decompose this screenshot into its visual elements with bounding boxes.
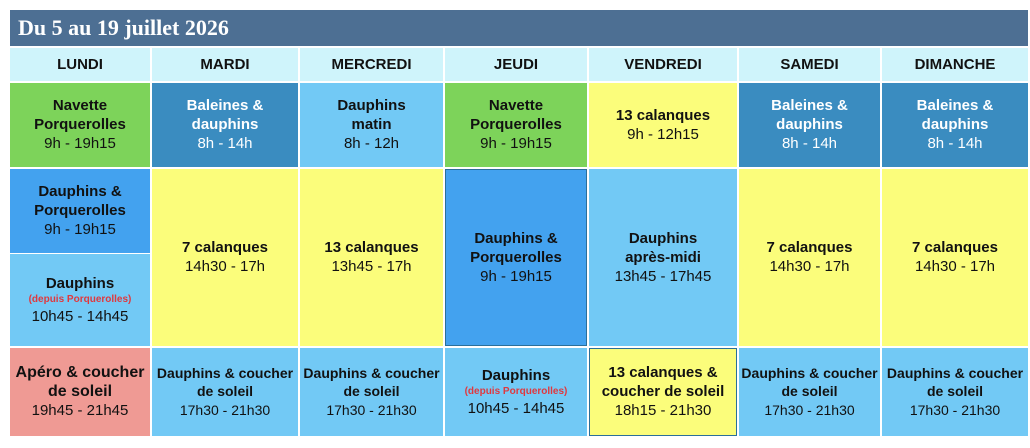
slot-vendredi-evening[interactable]: 13 calanques & coucher de soleil 18h15 -… <box>589 348 737 436</box>
slot-title: Dauphins après-midi <box>625 229 701 266</box>
day-header-dimanche: DIMANCHE <box>882 48 1028 81</box>
day-header-samedi: SAMEDI <box>739 48 880 81</box>
slot-hours: 13h45 - 17h45 <box>614 267 712 285</box>
slot-samedi-evening[interactable]: Dauphins & coucher de soleil 17h30 - 21h… <box>739 348 880 436</box>
slot-dimanche-morning[interactable]: Baleines & dauphins 8h - 14h <box>882 83 1028 167</box>
slot-mardi-afternoon[interactable]: 7 calanques 14h30 - 17h <box>152 169 298 346</box>
slot-hours: 17h30 - 21h30 <box>764 402 855 418</box>
slot-hours: 9h - 19h15 <box>480 135 552 152</box>
day-header-vendredi: VENDREDI <box>589 48 737 81</box>
slot-hours: 8h - 14h <box>781 135 838 152</box>
slot-title: Dauphins & coucher de soleil <box>886 365 1024 399</box>
slot-hours: 10h45 - 14h45 <box>467 399 565 417</box>
slot-hours: 14h30 - 17h <box>914 258 996 275</box>
slot-title: Dauphins <box>45 274 115 292</box>
slot-vendredi-afternoon[interactable]: Dauphins après-midi 13h45 - 17h45 <box>589 169 737 346</box>
slot-note: (depuis Porquerolles) <box>464 385 568 397</box>
slot-title: 13 calanques <box>615 106 711 124</box>
slot-mardi-evening[interactable]: Dauphins & coucher de soleil 17h30 - 21h… <box>152 348 298 436</box>
slot-hours: 9h - 19h15 <box>480 267 552 285</box>
slot-jeudi-day[interactable]: Dauphins & Porquerolles 9h - 19h15 <box>445 169 587 346</box>
slot-dimanche-afternoon[interactable]: 7 calanques 14h30 - 17h <box>882 169 1028 346</box>
day-header-mercredi: MERCREDI <box>300 48 443 81</box>
slot-title: Baleines & dauphins <box>916 97 994 133</box>
slot-note: (depuis Porquerolles) <box>28 293 132 305</box>
slot-hours: 8h - 14h <box>927 135 983 152</box>
slot-title: Dauphins matin <box>337 97 406 133</box>
slot-lundi-morning[interactable]: Navette Porquerolles 9h - 19h15 <box>10 83 150 167</box>
slot-hours: 8h - 14h <box>197 135 253 152</box>
slot-lundi-day[interactable]: Dauphins & Porquerolles 9h - 19h15 <box>10 169 150 253</box>
day-header-mardi: MARDI <box>152 48 298 81</box>
slot-hours: 14h30 - 17h <box>769 258 850 275</box>
slot-title: 7 calanques <box>766 239 853 256</box>
slot-jeudi-evening[interactable]: Dauphins (depuis Porquerolles) 10h45 - 1… <box>445 348 587 436</box>
slot-lundi-midday[interactable]: Dauphins (depuis Porquerolles) 10h45 - 1… <box>10 254 150 346</box>
slot-title: Dauphins & Porquerolles <box>34 183 126 219</box>
slot-title: Dauphins & coucher de soleil <box>303 365 440 399</box>
slot-hours: 8h - 12h <box>343 135 400 152</box>
slot-hours: 14h30 - 17h <box>184 258 266 275</box>
slot-title: 7 calanques <box>182 239 268 256</box>
slot-hours: 13h45 - 17h <box>331 258 412 275</box>
slot-title: Navette Porquerolles <box>34 97 126 133</box>
slot-hours: 9h - 12h15 <box>627 125 699 143</box>
slot-title: Apéro & coucher de soleil <box>15 364 145 400</box>
slot-samedi-morning[interactable]: Baleines & dauphins 8h - 14h <box>739 83 880 167</box>
day-header-jeudi: JEUDI <box>445 48 587 81</box>
slot-lundi-evening[interactable]: Apéro & coucher de soleil 19h45 - 21h45 <box>10 348 150 436</box>
slot-title: 13 calanques & coucher de soleil <box>601 364 725 400</box>
slot-dimanche-evening[interactable]: Dauphins & coucher de soleil 17h30 - 21h… <box>882 348 1028 436</box>
slot-title: Dauphins & coucher de soleil <box>741 365 878 399</box>
slot-hours: 17h30 - 21h30 <box>179 402 271 418</box>
slot-hours: 9h - 19h15 <box>44 221 116 238</box>
slot-jeudi-morning[interactable]: Navette Porquerolles 9h - 19h15 <box>445 83 587 167</box>
slot-title: Navette Porquerolles <box>470 97 562 133</box>
slot-title: 7 calanques <box>912 239 998 256</box>
slot-hours: 17h30 - 21h30 <box>326 402 417 418</box>
slot-title: Dauphins <box>481 366 551 384</box>
slot-title: Dauphins & coucher de soleil <box>156 365 294 399</box>
schedule-title: Du 5 au 19 juillet 2026 <box>10 10 1028 46</box>
slot-hours: 9h - 19h15 <box>44 135 116 152</box>
slot-mercredi-morning[interactable]: Dauphins matin 8h - 12h <box>300 83 443 167</box>
slot-title: Baleines & dauphins <box>186 97 264 133</box>
slot-mardi-morning[interactable]: Baleines & dauphins 8h - 14h <box>152 83 298 167</box>
slot-mercredi-afternoon[interactable]: 13 calanques 13h45 - 17h <box>300 169 443 346</box>
day-header-lundi: LUNDI <box>10 48 150 81</box>
slot-title: Dauphins & Porquerolles <box>470 229 562 266</box>
slot-hours: 17h30 - 21h30 <box>909 402 1001 418</box>
slot-mercredi-evening[interactable]: Dauphins & coucher de soleil 17h30 - 21h… <box>300 348 443 436</box>
slot-title: Baleines & dauphins <box>771 97 848 133</box>
slot-samedi-afternoon[interactable]: 7 calanques 14h30 - 17h <box>739 169 880 346</box>
slot-title: 13 calanques <box>324 239 419 256</box>
slot-hours: 18h15 - 21h30 <box>614 402 712 419</box>
slot-vendredi-morning[interactable]: 13 calanques 9h - 12h15 <box>589 83 737 167</box>
slot-hours: 19h45 - 21h45 <box>31 402 129 419</box>
slot-hours: 10h45 - 14h45 <box>31 307 129 325</box>
